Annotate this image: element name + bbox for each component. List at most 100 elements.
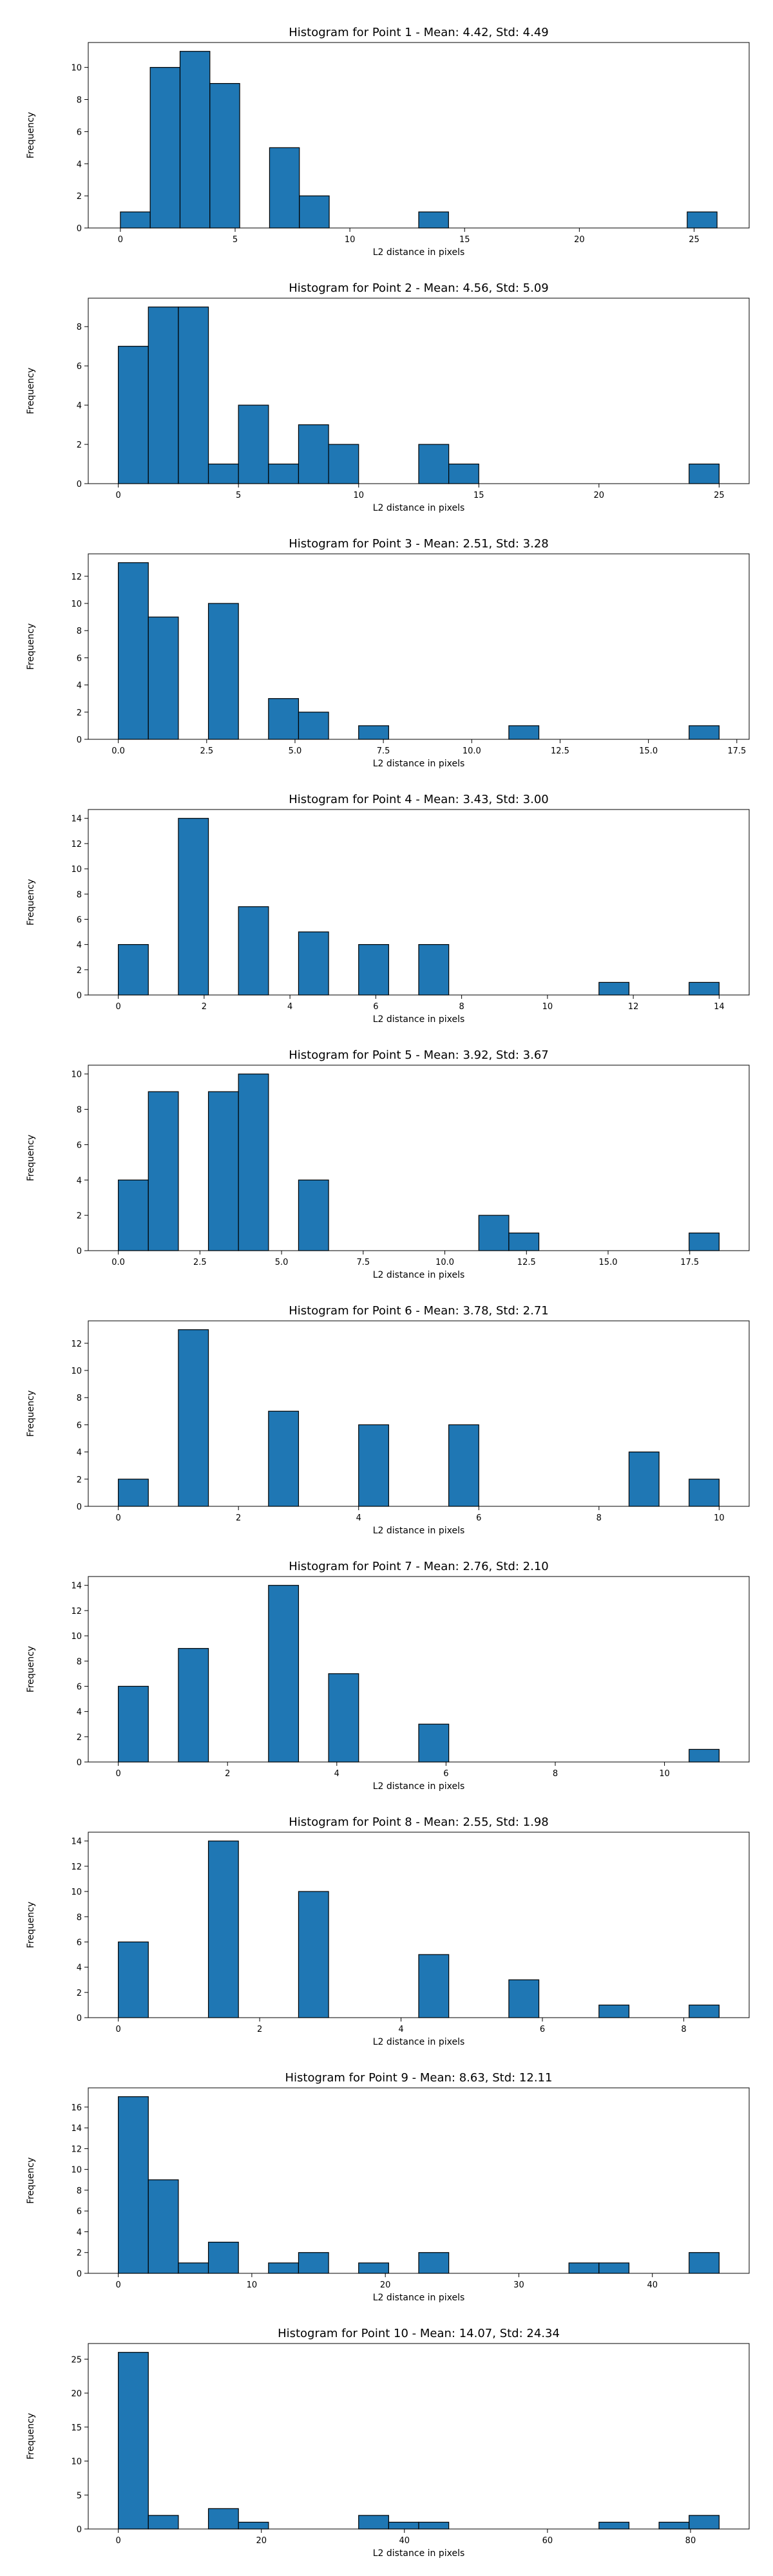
y-tick-label: 2 [77,1475,82,1485]
y-tick-label: 10 [71,1632,82,1642]
chart-panel-8: 0 2 4 6 8 0 2 4 6 8 10 12 14 Histogram for Point 8 - … [26,1815,750,2047]
histogram-bar [418,944,450,996]
y-tick-label: 0 [77,224,82,234]
x-tick-label: 8 [459,1002,464,1012]
y-tick-label: 10 [71,600,82,609]
y-tick-label: 14 [71,2124,82,2134]
x-tick-label: 0 [115,2280,120,2290]
y-tick-label: 4 [77,1708,82,1718]
plot-frame [88,553,750,740]
y-tick-label: 8 [77,96,82,106]
x-axis-label: L2 distance in pixels [373,503,465,513]
histogram-bar [148,2179,179,2274]
y-tick-label: 6 [77,2207,82,2217]
x-tick-label: 7.5 [377,746,390,756]
x-tick-label: 6 [476,1513,481,1523]
y-tick-label: 0 [77,2014,82,2023]
y-tick-label: 12 [71,2145,82,2154]
histogram-bar [298,1179,329,1251]
x-axis-label: L2 distance in pixels [373,2037,465,2047]
histogram-bar [209,82,240,229]
histogram-bar [179,51,211,229]
y-tick-label: 12 [71,1340,82,1349]
y-tick-label: 25 [71,2355,82,2365]
histogram-bar [148,307,179,484]
x-tick-label: 10 [353,491,364,500]
histogram-bar [418,1723,450,1763]
chart-title: Histogram for Point 10 - Mean: 14.07, St… [278,2327,560,2340]
histogram-bar [358,1424,389,1507]
x-tick-label: 10 [659,1769,670,1779]
histogram-bar [689,1232,720,1251]
y-axis-label: Frequency [26,623,36,670]
x-tick-label: 0 [115,1513,120,1523]
y-tick-label: 2 [77,440,82,450]
x-tick-label: 17.5 [727,746,746,756]
histogram-bar [118,562,149,740]
histogram-bar [299,195,330,229]
y-tick-label: 8 [77,1913,82,1922]
histogram-bar [207,2241,239,2274]
x-tick-label: 10 [247,2280,258,2290]
x-tick-label: 10.0 [463,746,481,756]
histogram-bar [268,463,300,484]
y-tick-label: 6 [77,915,82,925]
histogram-bar [148,1091,179,1251]
x-tick-label: 0 [115,2536,120,2546]
histogram-bar [508,725,540,740]
chart-title: Histogram for Point 7 - Mean: 2.76, Std:… [289,1560,549,1573]
y-axis-label: Frequency [26,1646,36,1692]
plot-frame [88,2343,750,2530]
y-tick-label: 10 [71,1367,82,1376]
histogram-bar [689,981,720,996]
x-tick-label: 20 [574,235,585,245]
y-tick-label: 8 [77,2186,82,2196]
chart-title: Histogram for Point 3 - Mean: 2.51, Std:… [289,537,549,551]
chart-panel-1: 0 5 10 15 20 25 0 2 4 6 8 10 Histogram for Point 1 -… [26,26,750,258]
histogram-bar [418,444,450,484]
histogram-bar [148,2515,179,2530]
chart-panel-2: 0 5 10 15 20 25 0 2 4 6 8 Histogram for Point 2 - M… [26,281,750,513]
y-tick-label: 4 [77,941,82,951]
x-tick-label: 5.0 [289,746,302,756]
y-tick-label: 4 [77,1448,82,1458]
histogram-bar [448,1424,479,1507]
histogram-bar [298,424,329,484]
y-axis-label: Frequency [26,1902,36,1948]
histogram-bar [568,2262,600,2274]
chart-title: Histogram for Point 4 - Mean: 3.43, Std:… [289,793,549,806]
y-tick-label: 6 [77,1682,82,1692]
x-tick-label: 14 [714,1002,725,1012]
histogram-bar [268,1585,300,1763]
x-tick-label: 2.5 [200,746,213,756]
chart-panel-3: 0.0 2.5 5.0 7.5 10.0 12.5 15.0 17.5 0 2 4 6 8 10 12 His… [26,537,750,769]
plot-frame [88,1576,750,1763]
y-tick-label: 10 [71,865,82,875]
chart-panel-7: 0 2 4 6 8 10 0 2 4 6 8 10 12 14 Histogram for Point 7 … [26,1560,750,1792]
y-tick-label: 14 [71,1582,82,1591]
y-tick-label: 6 [77,1938,82,1947]
y-tick-label: 2 [77,1211,82,1221]
x-tick-label: 0 [115,491,120,500]
histogram-bar [478,1215,510,1251]
y-axis-label: Frequency [26,112,36,158]
x-tick-label: 2 [257,2025,262,2034]
y-tick-label: 0 [77,480,82,489]
plot-frame [88,1832,750,2018]
x-tick-label: 20 [594,491,605,500]
histogram-bar [118,346,149,484]
x-tick-label: 2.5 [193,1258,207,1267]
histogram-bar [418,211,449,229]
chart-title: Histogram for Point 5 - Mean: 3.92, Std:… [289,1048,549,1062]
x-tick-label: 20 [256,2536,267,2546]
y-axis-label: Frequency [26,2157,36,2204]
y-tick-label: 6 [77,362,82,372]
y-tick-label: 6 [77,1421,82,1430]
x-tick-label: 25 [714,491,725,500]
histogram-bar [118,1685,149,1763]
x-tick-label: 15 [473,491,484,500]
histogram-bar [508,1979,540,2018]
histogram-bar [238,404,269,484]
x-tick-label: 80 [685,2536,696,2546]
y-tick-label: 4 [77,1176,82,1186]
